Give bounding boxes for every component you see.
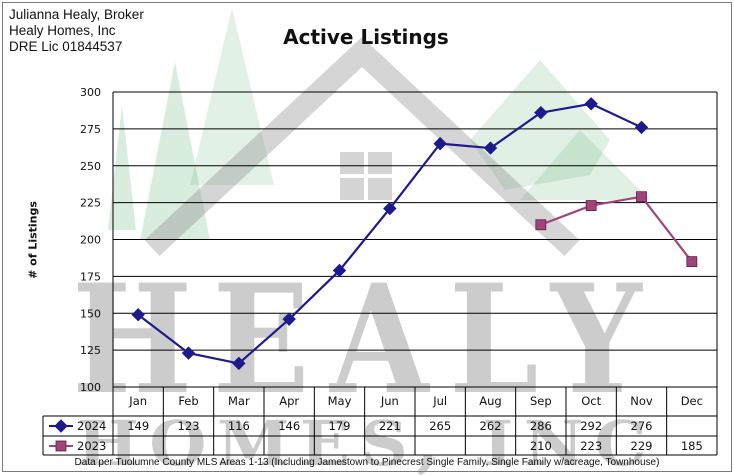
data-point-2024 — [54, 419, 68, 433]
data-point-2024 — [534, 105, 548, 120]
house-roof-icon — [144, 36, 580, 257]
x-tick-label: Jan — [128, 394, 147, 408]
y-tick-label: 300 — [80, 86, 101, 99]
window-pane — [368, 152, 392, 174]
table-value-2024: 292 — [580, 419, 602, 433]
data-point-2024 — [282, 312, 296, 326]
data-point-2024 — [131, 308, 145, 322]
house-window-icon — [340, 152, 392, 200]
table-value-2024: 179 — [329, 419, 351, 433]
table-value-2024: 146 — [278, 419, 300, 433]
plot-area: 100 125 150 175 200 225 250 275 300 Jan Feb Mar Apr M… — [42, 86, 718, 456]
data-point-2024 — [232, 356, 246, 371]
x-tick-label: May — [328, 394, 352, 408]
tree-icon — [140, 62, 210, 240]
table-value-2023: 210 — [530, 439, 552, 453]
tree-icon — [108, 105, 136, 230]
x-tick-label: Aug — [479, 394, 501, 408]
y-tick-label: 125 — [80, 344, 101, 357]
y-tick-label: 200 — [80, 234, 101, 247]
table-value-2023: 185 — [681, 439, 703, 453]
watermark-healy-text: HEALY — [72, 252, 662, 428]
series-2024 — [131, 97, 649, 371]
data-point-2023 — [55, 440, 67, 452]
x-tick-label: Apr — [279, 394, 299, 408]
data-point-2023 — [535, 219, 547, 231]
table-value-2023: 223 — [580, 439, 602, 453]
table-value-2024: 149 — [127, 419, 149, 433]
data-point-2024 — [181, 346, 196, 360]
table-value-2023: 229 — [631, 439, 653, 453]
y-tick-label: 225 — [80, 197, 101, 210]
series-line-2023 — [540, 195, 693, 263]
data-point-2024 — [383, 201, 397, 216]
series-2023 — [535, 191, 698, 268]
x-tick-label: Dec — [681, 394, 703, 408]
y-tick-label: 250 — [80, 160, 101, 173]
x-tick-label: Jul — [432, 394, 447, 408]
data-point-2024 — [584, 97, 598, 111]
data-point-2024 — [483, 141, 498, 155]
data-point-2024 — [433, 136, 447, 151]
tree-icon — [470, 60, 610, 190]
window-pane — [368, 178, 392, 200]
y-tick-label: 100 — [80, 381, 101, 394]
y-tick-label: 150 — [80, 307, 101, 320]
table-value-2024: 286 — [530, 419, 552, 433]
legend-label-2023: 2023 — [77, 439, 106, 453]
company-name: Healy Homes, Inc — [9, 23, 116, 38]
x-tick-label: Feb — [178, 394, 198, 408]
x-tick-label: Sep — [530, 394, 552, 408]
table-value-2024: 262 — [480, 419, 502, 433]
table-value-2024: 116 — [228, 419, 250, 433]
legend-label-2024: 2024 — [77, 419, 106, 433]
chart-title: Active Listings — [283, 25, 449, 49]
data-point-2023 — [686, 256, 698, 268]
y-axis-label: # of Listings — [26, 201, 40, 279]
tree-icon — [190, 8, 274, 185]
table-value-2024: 123 — [178, 419, 200, 433]
data-source-footnote: Data per Tuolumne County MLS Areas 1-13 … — [74, 457, 660, 468]
data-point-2023 — [636, 191, 647, 203]
x-tick-label: Nov — [630, 394, 653, 408]
license-number: DRE Lic 01844537 — [9, 39, 123, 54]
data-point-2023 — [585, 200, 597, 211]
data-point-2024 — [634, 120, 649, 135]
y-tick-label: 175 — [80, 270, 101, 283]
watermark-homes-text: HOMES, INC — [77, 407, 657, 475]
table-value-2024: 221 — [379, 419, 401, 433]
x-tick-label: Mar — [228, 394, 250, 408]
table-value-2024: 265 — [429, 419, 451, 433]
tree-icon — [520, 130, 650, 200]
window-pane — [340, 178, 364, 200]
window-pane — [340, 152, 364, 174]
y-tick-label: 275 — [80, 123, 101, 136]
broker-name: Julianna Healy, Broker — [9, 7, 144, 22]
table-value-2024: 276 — [631, 419, 653, 433]
data-point-2024 — [332, 263, 347, 278]
x-tick-label: Oct — [581, 394, 601, 408]
x-tick-label: Jun — [380, 394, 399, 408]
